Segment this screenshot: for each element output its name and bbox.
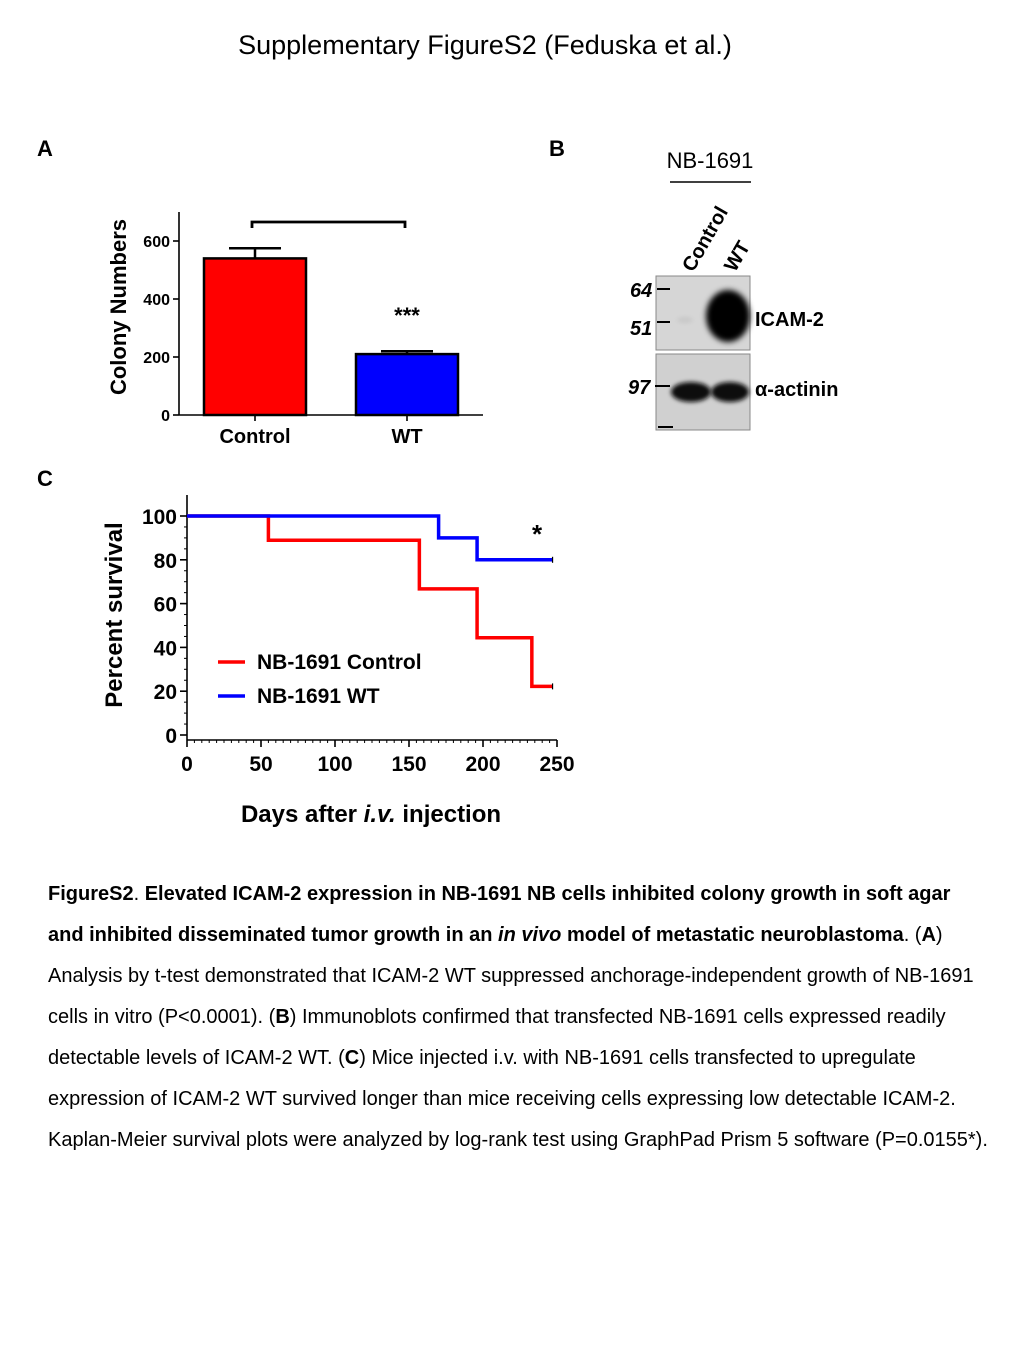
- bar-control: [202, 257, 308, 417]
- caption-title-1: Elevated ICAM-2 expression in NB-1691 NB…: [48, 883, 951, 946]
- bar-y-axis-label: Colony Numbers: [106, 219, 131, 395]
- bar-y-tick-label: 200: [143, 350, 170, 367]
- km-y-tick-label: 0: [165, 725, 177, 748]
- blot-marker-51: 51: [630, 318, 652, 340]
- bar-y-tick-label: 400: [143, 292, 170, 309]
- caption-text-4: ) Mice injected i.v. with NB-1691 cells …: [48, 1047, 988, 1151]
- survival-chart: 0 50 100 150 200 250 0 20 40 60 80 100 NB-1691 Cont…: [101, 495, 575, 828]
- km-y-axis-label: Percent survival: [101, 522, 128, 707]
- blot-cell-line: NB-1691: [667, 148, 754, 173]
- blot-actinin-panel: [655, 353, 751, 431]
- km-series-control: [187, 514, 553, 689]
- km-y-tick-label: 80: [154, 550, 177, 573]
- bar-significance-bracket: [250, 220, 407, 228]
- km-legend-label: NB-1691 Control: [257, 651, 422, 674]
- bar-significance-label: ***: [394, 303, 420, 328]
- caption-text-2: ) Analysis by t-test demonstrated that I…: [48, 924, 974, 1028]
- blot-band-icam2: ICAM-2: [755, 309, 824, 331]
- km-x-tick-label: 100: [317, 753, 352, 776]
- bar-y-tick-label: 0: [161, 408, 170, 425]
- km-y-tick-label: 40: [154, 637, 177, 660]
- panel-b-label: B: [549, 136, 565, 161]
- km-x-tick-label: 250: [539, 753, 574, 776]
- caption-text-3: ) Immunoblots confirmed that transfected…: [48, 1006, 946, 1069]
- caption-sep: .: [133, 883, 145, 905]
- km-x-tick-label: 50: [249, 753, 272, 776]
- western-blot: NB-1691 Control WT 64 51 97 ICAM-2 α-act…: [628, 148, 838, 431]
- blot-band-actinin: α-actinin: [755, 379, 838, 401]
- bar-category-label: Control: [219, 426, 290, 448]
- bar-category-label: WT: [391, 426, 422, 448]
- km-x-tick-label: 0: [181, 753, 193, 776]
- panel-a-label: A: [37, 136, 53, 161]
- km-series-wt: [187, 514, 553, 562]
- km-legend-label: NB-1691 WT: [257, 685, 380, 708]
- caption-ref-c: C: [344, 1047, 360, 1069]
- page-title: Supplementary FigureS2 (Feduska et al.): [238, 30, 732, 60]
- km-y-tick-label: 60: [154, 594, 177, 617]
- caption-ref-b: B: [275, 1006, 290, 1028]
- caption-ref-a: A: [921, 924, 936, 946]
- bar-wt: [354, 352, 460, 417]
- km-y-tick-label: 100: [142, 506, 177, 529]
- blot-lane-wt: WT: [720, 238, 755, 276]
- colony-bar-chart: 0 200 400 600 Control WT Colony Numbers ***: [106, 212, 483, 448]
- panel-c-label: C: [37, 466, 53, 491]
- km-x-tick-label: 200: [465, 753, 500, 776]
- blot-marker-64: 64: [630, 280, 652, 302]
- km-x-tick-label: 150: [391, 753, 426, 776]
- caption-title-2: model of metastatic neuroblastoma: [561, 924, 904, 946]
- blot-marker-97: 97: [628, 377, 651, 399]
- km-significance-label: *: [532, 519, 543, 549]
- caption-title-italic: in vivo: [498, 924, 562, 946]
- km-x-axis-label: Days after i.v. injection: [241, 801, 501, 828]
- figure-caption: FigureS2. Elevated ICAM-2 expression in …: [48, 874, 988, 1161]
- bar-y-tick-label: 600: [143, 234, 170, 251]
- caption-text-1: . (: [903, 924, 922, 946]
- blot-icam2-panel: [655, 275, 751, 351]
- caption-fig-label: FigureS2: [48, 883, 134, 905]
- km-y-tick-label: 20: [154, 681, 177, 704]
